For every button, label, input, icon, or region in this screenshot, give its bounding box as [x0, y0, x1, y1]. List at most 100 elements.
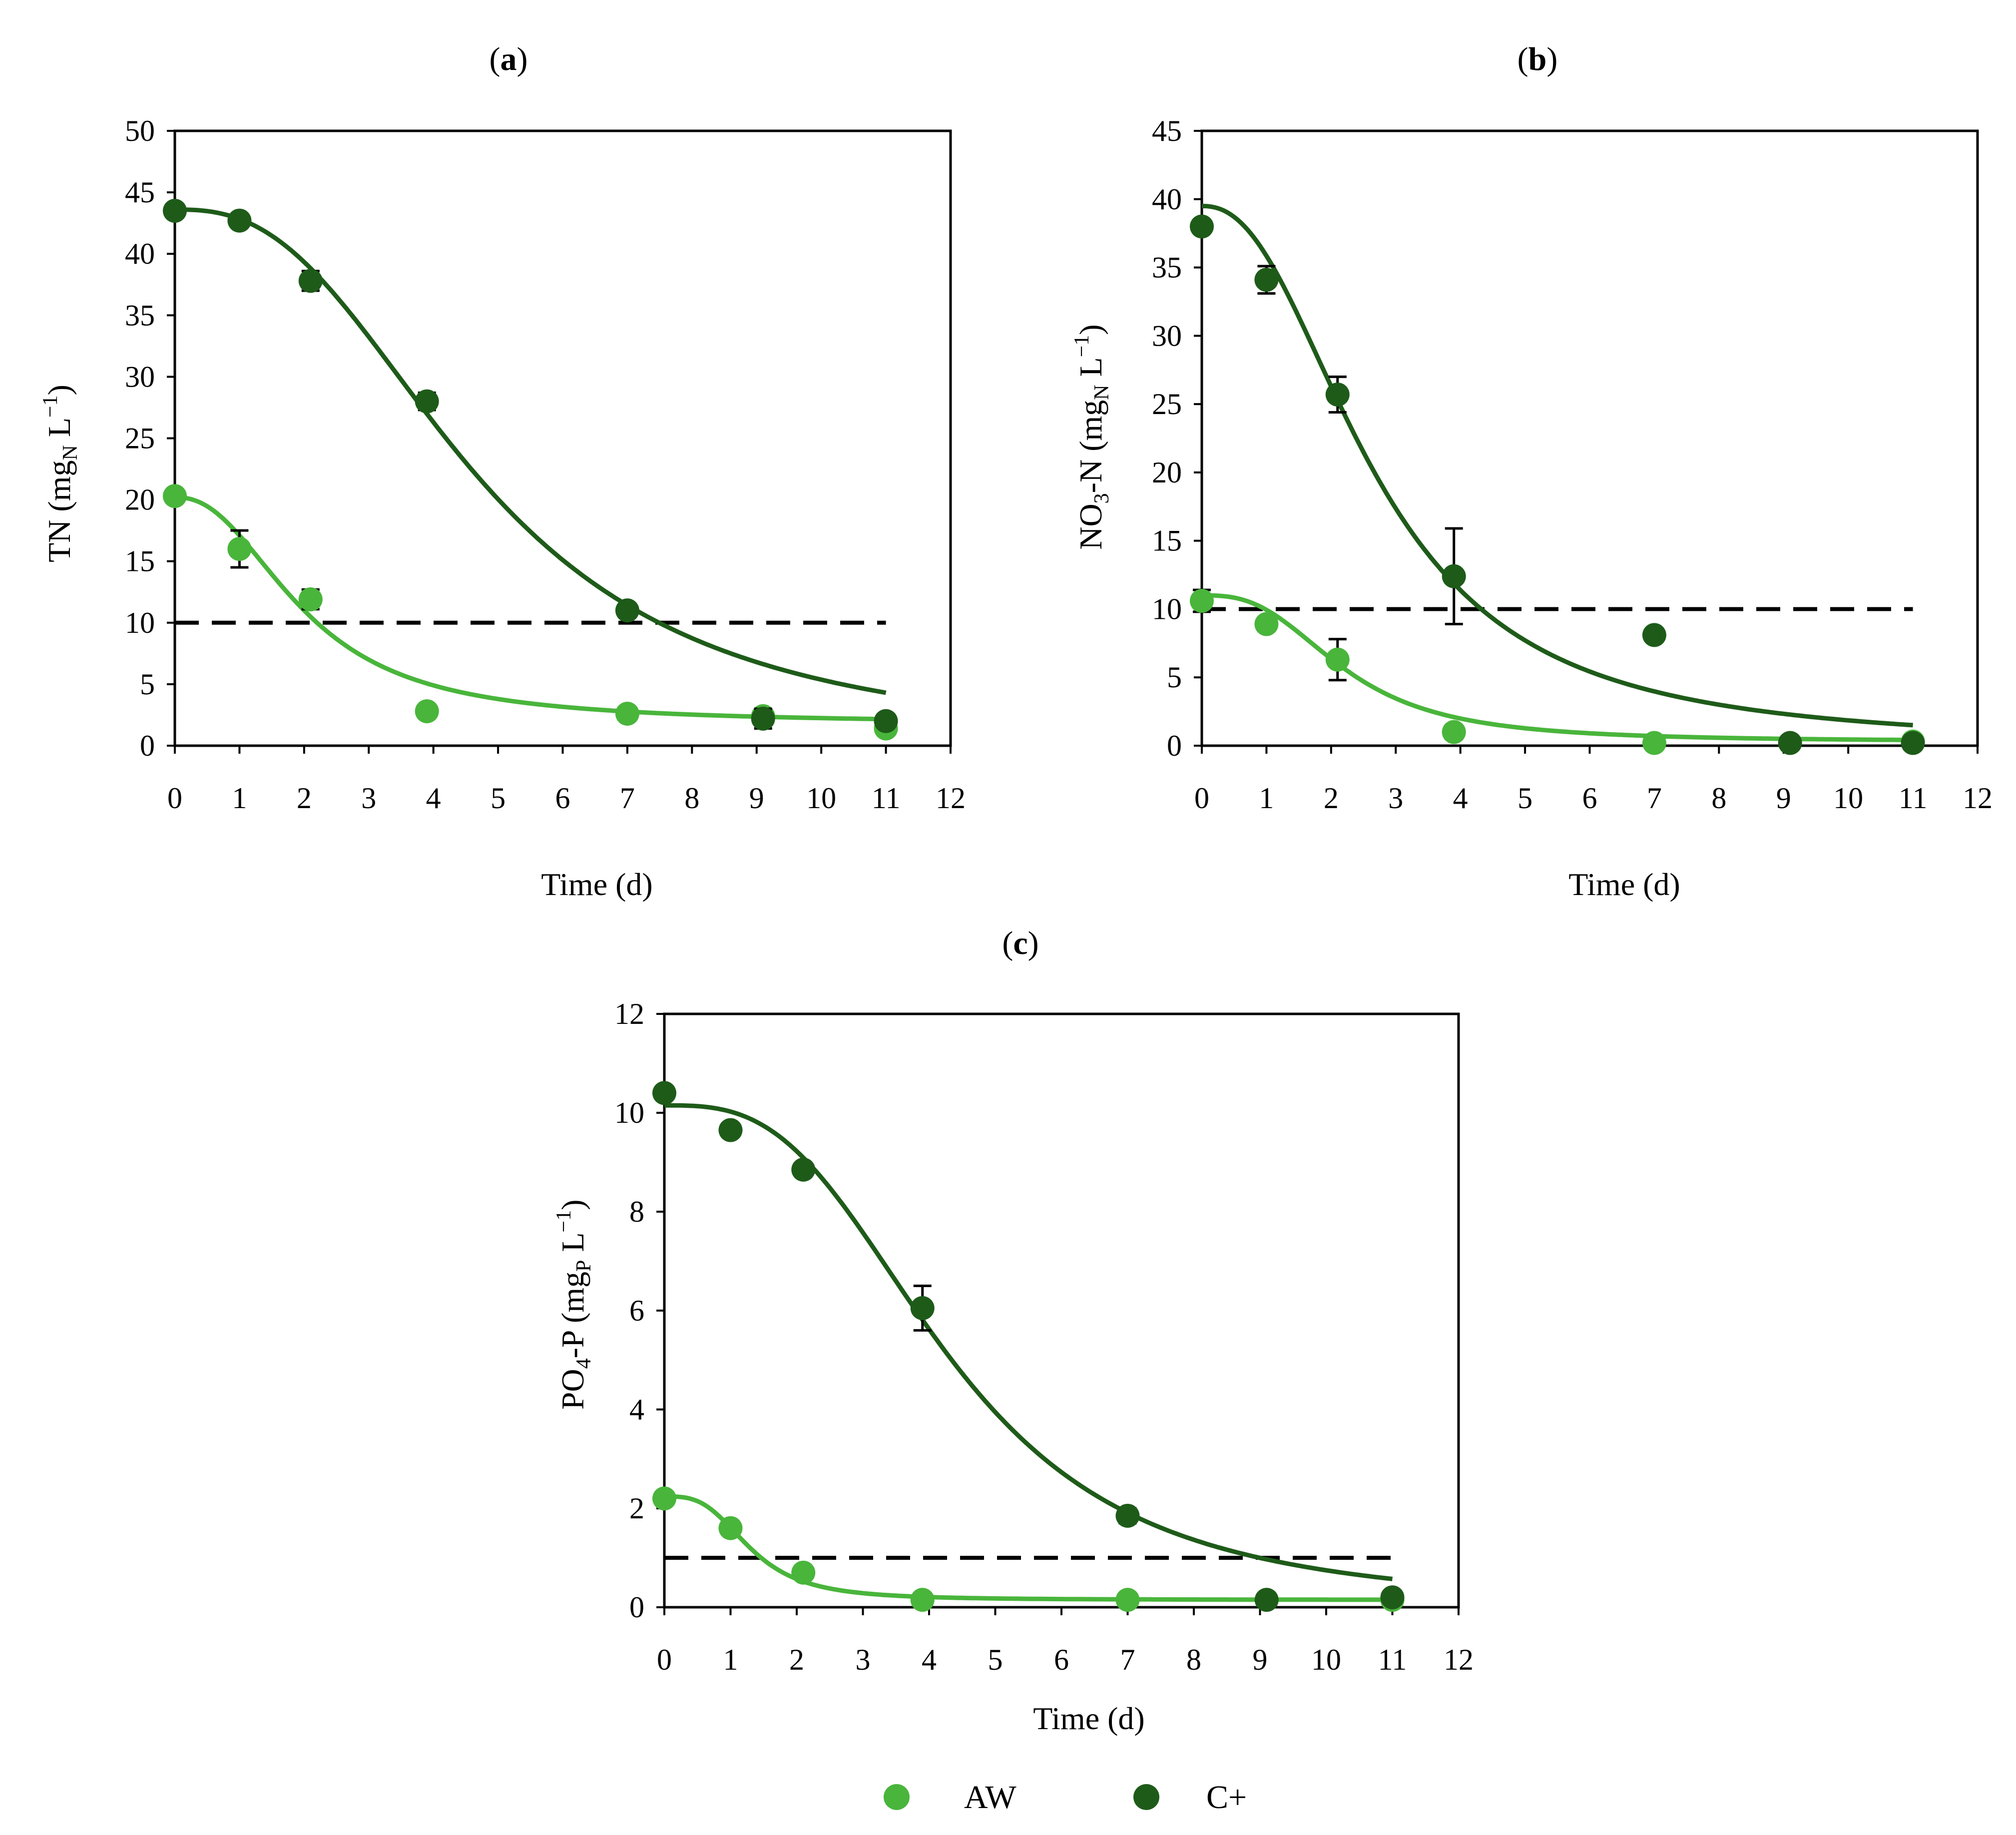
panel-b-y-tick-label: 30 — [1152, 319, 1182, 352]
panel-c-x-tick-label: 5 — [988, 1643, 1003, 1676]
panel-a-y-tick-label: 20 — [125, 483, 155, 516]
panel-a-point-cplus — [298, 269, 323, 293]
panel-a-x-tick-label: 9 — [749, 782, 764, 815]
panel-c-point-aw — [1115, 1588, 1140, 1612]
panel-c-x-tick-label: 2 — [789, 1643, 804, 1676]
legend-marker-aw — [884, 1784, 910, 1810]
panel-b-y-tick-label: 35 — [1152, 251, 1182, 284]
legend-label-aw: AW — [964, 1779, 1016, 1816]
panel-a-y-tick-label: 45 — [125, 176, 155, 209]
panel-a-x-tick-label: 5 — [491, 782, 505, 815]
panel-b-point-cplus — [1901, 731, 1925, 755]
panel-c-point-cplus — [1380, 1585, 1405, 1610]
panel-a-y-tick-label: 25 — [125, 422, 155, 455]
panel-a-x-tick-label: 8 — [684, 782, 699, 815]
panel-c-ylabel: PO4-P (mgP L−1) — [552, 1200, 595, 1410]
panel-b-y-tick-label: 45 — [1152, 114, 1182, 147]
panel-c-x-tick-label: 11 — [1378, 1643, 1407, 1676]
panel-a-point-aw — [615, 701, 639, 726]
panel-b-y-tick-label: 20 — [1152, 456, 1182, 489]
panel-c-y-tick-label: 10 — [614, 1096, 644, 1129]
panel-b-x-tick-label: 5 — [1517, 782, 1532, 815]
panel-a-point-aw — [163, 484, 187, 508]
panel-c-x-tick-label: 9 — [1253, 1643, 1268, 1676]
panel-b-y-tick-label: 10 — [1152, 592, 1182, 625]
panel-b-y-tick-label: 0 — [1167, 729, 1182, 762]
panel-a-point-cplus — [163, 199, 187, 223]
panel-b-x-tick-label: 12 — [1963, 782, 1993, 815]
panel-a-x-tick-label: 1 — [232, 782, 247, 815]
panel-b-point-aw — [1325, 647, 1350, 672]
panel-a-letter: a — [501, 41, 517, 77]
panel-a-x-tick-label: 6 — [555, 782, 570, 815]
panel-a-y-tick-label: 15 — [125, 545, 155, 578]
panel-c-point-aw — [910, 1588, 935, 1612]
panel-c-point-cplus — [1254, 1588, 1279, 1612]
panel-a-y-tick-label: 5 — [140, 668, 155, 701]
panel-c-x-tick-label: 6 — [1054, 1643, 1069, 1676]
panel-b-ylabel: NO3-N (mgN L−1) — [1070, 324, 1113, 550]
panel-a-point-aw — [298, 587, 323, 612]
panel-b-point-cplus — [1190, 214, 1214, 239]
panel-c-point-cplus — [652, 1081, 676, 1105]
panel-a-x-tick-label: 11 — [872, 782, 901, 815]
panel-c-x-tick-label: 8 — [1186, 1643, 1201, 1676]
panel-b-x-tick-label: 4 — [1453, 782, 1468, 815]
panel-b-point-cplus — [1442, 564, 1466, 588]
panel-c-x-tick-label: 1 — [723, 1643, 738, 1676]
panel-b-x-tick-label: 2 — [1324, 782, 1339, 815]
panel-b-letter: b — [1528, 41, 1547, 77]
panel-b-xlabel: Time (d) — [1568, 867, 1680, 902]
panel-a: (a) Time (d) TN (mgN L−1) 0 1 2 3 4 5 6 7 8 9 10 11… — [39, 41, 966, 902]
panel-b-plot-frame — [1200, 129, 1979, 747]
panel-b-point-aw — [1442, 720, 1466, 744]
panel-b-y-tick-label: 5 — [1167, 661, 1182, 694]
panel-c-fit-curve-cplus — [664, 1103, 1393, 1581]
panel-a-point-aw — [415, 699, 439, 724]
panel-c-y-tick-label: 8 — [629, 1195, 644, 1228]
panel-b-x-tick-label: 3 — [1388, 782, 1403, 815]
panel-c-x-tick-label: 4 — [922, 1643, 937, 1676]
panel-b-x-tick-label: 10 — [1833, 782, 1863, 815]
panel-a-point-aw — [227, 537, 252, 561]
panel-c-fit-curve-aw — [664, 1494, 1393, 1602]
panel-c-x-tick-label: 0 — [657, 1643, 672, 1676]
panel-b-point-cplus — [1254, 268, 1279, 292]
panel-c-y-tick-label: 4 — [629, 1393, 644, 1426]
panel-b-point-cplus — [1642, 623, 1666, 647]
legend: AW C+ — [884, 1779, 1247, 1816]
panel-c-point-cplus — [910, 1296, 935, 1321]
panel-a-ylabel: TN (mgN L−1) — [39, 385, 82, 562]
panel-a-y-tick-label: 50 — [125, 114, 155, 147]
legend-label-cplus: C+ — [1206, 1779, 1247, 1816]
panel-c-y-tick-label: 12 — [614, 997, 644, 1030]
panel-c-point-aw — [652, 1486, 676, 1511]
panel-b-x-tick-label: 1 — [1259, 782, 1274, 815]
panel-a-label: (a) — [490, 41, 528, 77]
panel-b-y-tick-label: 15 — [1152, 524, 1182, 557]
panel-b-x-tick-label: 0 — [1194, 782, 1209, 815]
panel-c-letter: c — [1013, 925, 1027, 961]
panel-c-point-aw — [718, 1516, 743, 1540]
panel-c-point-cplus — [791, 1157, 816, 1182]
panel-a-x-tick-label: 0 — [167, 782, 182, 815]
panel-a-point-cplus — [751, 706, 775, 731]
panel-b-point-cplus — [1778, 731, 1802, 755]
panel-a-xlabel: Time (d) — [541, 867, 652, 902]
panel-b-x-tick-label: 8 — [1711, 782, 1726, 815]
panel-a-point-cplus — [615, 598, 639, 623]
panel-b-point-aw — [1254, 612, 1279, 636]
panel-a-point-cplus — [874, 709, 898, 733]
panel-a-x-tick-label: 7 — [620, 782, 635, 815]
panel-a-y-tick-label: 35 — [125, 299, 155, 332]
panel-b-y-tick-label: 25 — [1152, 388, 1182, 421]
legend-marker-cplus — [1133, 1784, 1159, 1810]
panel-c-label: (c) — [1002, 925, 1038, 961]
panel-c-point-aw — [791, 1560, 816, 1585]
panel-a-x-tick-label: 12 — [936, 782, 966, 815]
